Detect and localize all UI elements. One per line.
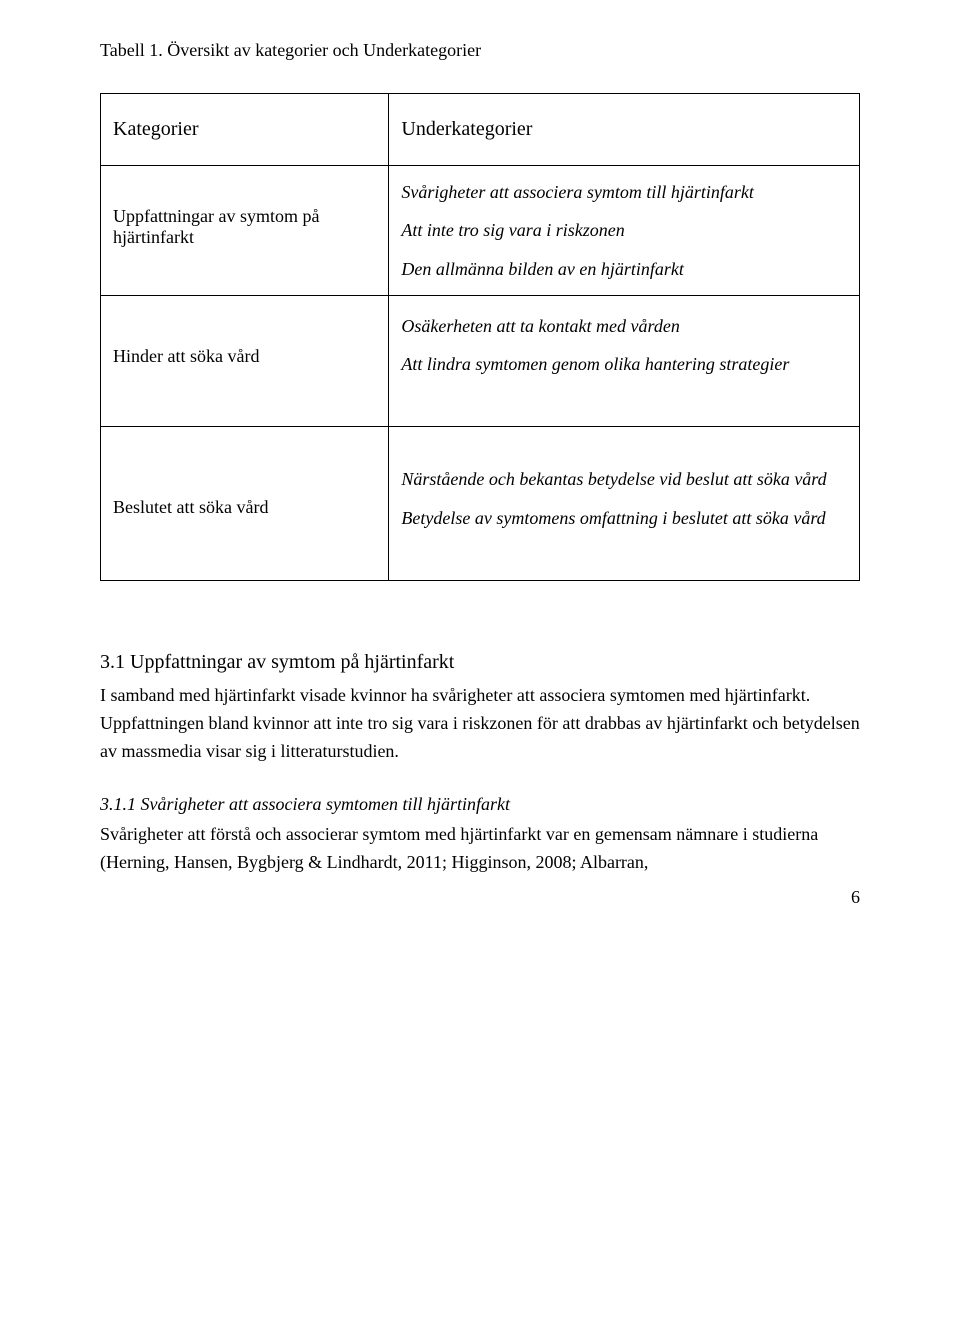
- sub-item: Närstående och bekantas betydelse vid be…: [401, 467, 847, 491]
- sub-item: Betydelse av symtomens omfattning i besl…: [401, 506, 847, 530]
- document-page: Tabell 1. Översikt av kategorier och Und…: [0, 0, 960, 928]
- table-row: Beslutet att söka vård Närstående och be…: [101, 427, 860, 581]
- table-row: Hinder att söka vård Osäkerheten att ta …: [101, 295, 860, 427]
- category-cell: Hinder att söka vård: [101, 295, 389, 427]
- subcategory-cell: Svårigheter att associera symtom till hj…: [389, 166, 860, 296]
- sub-item: Att lindra symtomen genom olika hanterin…: [401, 352, 847, 376]
- subcategory-cell: Osäkerheten att ta kontakt med vården At…: [389, 295, 860, 427]
- section-heading: 3.1 Uppfattningar av symtom på hjärtinfa…: [100, 651, 860, 674]
- subcategory-cell: Närstående och bekantas betydelse vid be…: [389, 427, 860, 581]
- sub-item: Osäkerheten att ta kontakt med vården: [401, 314, 847, 338]
- subsection-body: Svårigheter att förstå och associerar sy…: [100, 821, 860, 877]
- header-underkategorier: Underkategorier: [389, 94, 860, 166]
- table-caption: Tabell 1. Översikt av kategorier och Und…: [100, 40, 860, 61]
- section-body: I samband med hjärtinfarkt visade kvinno…: [100, 682, 860, 766]
- sub-item: Den allmänna bilden av en hjärtinfarkt: [401, 257, 847, 281]
- category-cell: Uppfattningar av symtom på hjärtinfarkt: [101, 166, 389, 296]
- table-header-row: Kategorier Underkategorier: [101, 94, 860, 166]
- page-number: 6: [100, 887, 860, 908]
- sub-item: Att inte tro sig vara i riskzonen: [401, 218, 847, 242]
- sub-item: Svårigheter att associera symtom till hj…: [401, 180, 847, 204]
- subsection-heading: 3.1.1 Svårigheter att associera symtomen…: [100, 794, 860, 815]
- table-row: Uppfattningar av symtom på hjärtinfarkt …: [101, 166, 860, 296]
- header-kategorier: Kategorier: [101, 94, 389, 166]
- category-cell: Beslutet att söka vård: [101, 427, 389, 581]
- categories-table: Kategorier Underkategorier Uppfattningar…: [100, 93, 860, 581]
